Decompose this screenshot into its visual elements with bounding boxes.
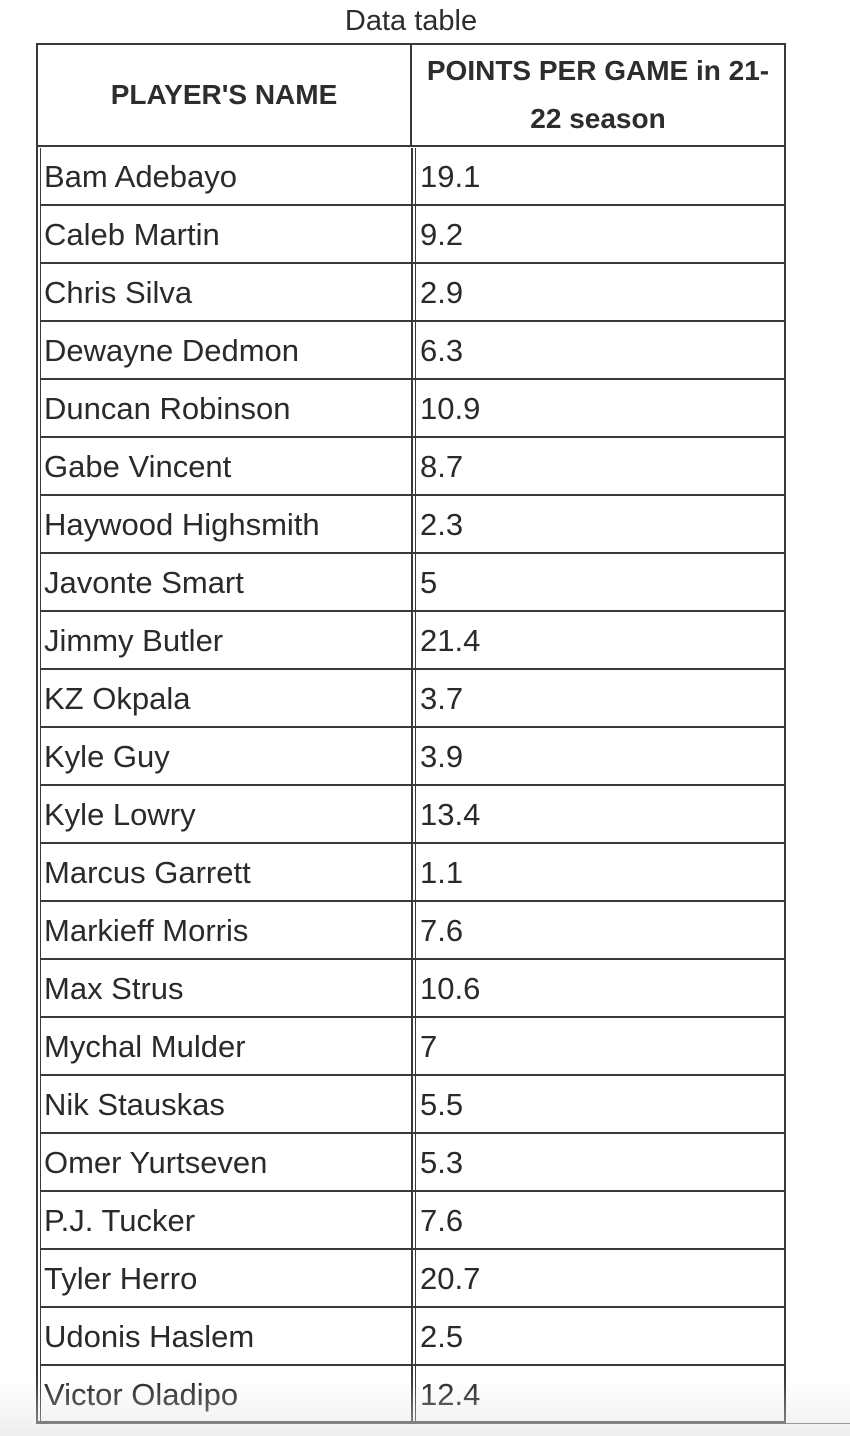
points-per-game-cell: 8.7 — [415, 438, 783, 494]
points-per-game-cell: 10.6 — [415, 960, 783, 1016]
table-row: Haywood Highsmith 2.3 — [40, 496, 784, 554]
table-row: Nik Stauskas 5.5 — [40, 1076, 784, 1134]
table-row: Duncan Robinson 10.9 — [40, 380, 784, 438]
table-body: Bam Adebayo 19.1 Caleb Martin 9.2 Chris Silv… — [40, 148, 784, 1424]
player-name-cell: Javonte Smart — [41, 554, 413, 610]
player-name-cell: Gabe Vincent — [41, 438, 413, 494]
player-name-cell: Kyle Lowry — [41, 786, 413, 842]
player-name-cell: Markieff Morris — [41, 902, 413, 958]
points-per-game-cell: 5.5 — [415, 1076, 783, 1132]
points-per-game-cell: 19.1 — [415, 148, 783, 204]
table-row: Tyler Herro 20.7 — [40, 1250, 784, 1308]
column-header-player-name: PLAYER'S NAME — [38, 45, 412, 145]
data-table: PLAYER'S NAME POINTS PER GAME in 21-22 s… — [36, 43, 786, 1424]
points-per-game-cell: 5.3 — [415, 1134, 783, 1190]
table-row: P.J. Tucker 7.6 — [40, 1192, 784, 1250]
player-name-cell: Bam Adebayo — [41, 148, 413, 204]
points-per-game-cell: 9.2 — [415, 206, 783, 262]
player-name-cell: KZ Okpala — [41, 670, 413, 726]
table-row: Bam Adebayo 19.1 — [40, 148, 784, 206]
player-name-cell: Nik Stauskas — [41, 1076, 413, 1132]
points-per-game-cell: 2.3 — [415, 496, 783, 552]
points-per-game-cell: 2.9 — [415, 264, 783, 320]
table-row: Javonte Smart 5 — [40, 554, 784, 612]
points-per-game-cell: 13.4 — [415, 786, 783, 842]
player-name-cell: Haywood Highsmith — [41, 496, 413, 552]
player-name-cell: Chris Silva — [41, 264, 413, 320]
table-row: Marcus Garrett 1.1 — [40, 844, 784, 902]
table-caption: Data table — [344, 5, 478, 37]
player-name-cell: Tyler Herro — [41, 1250, 413, 1306]
points-per-game-cell: 10.9 — [415, 380, 783, 436]
points-per-game-cell: 1.1 — [415, 844, 783, 900]
player-name-cell: Mychal Mulder — [41, 1018, 413, 1074]
points-per-game-cell: 3.9 — [415, 728, 783, 784]
points-per-game-cell: 12.4 — [415, 1366, 783, 1422]
player-name-cell: P.J. Tucker — [41, 1192, 413, 1248]
points-per-game-cell: 7.6 — [415, 902, 783, 958]
player-name-cell: Udonis Haslem — [41, 1308, 413, 1364]
table-header-row: PLAYER'S NAME POINTS PER GAME in 21-22 s… — [38, 45, 784, 147]
table-row: Gabe Vincent 8.7 — [40, 438, 784, 496]
player-name-cell: Dewayne Dedmon — [41, 322, 413, 378]
table-row: Dewayne Dedmon 6.3 — [40, 322, 784, 380]
table-row: Victor Oladipo 12.4 — [40, 1366, 784, 1424]
player-name-cell: Kyle Guy — [41, 728, 413, 784]
table-row: Mychal Mulder 7 — [40, 1018, 784, 1076]
points-per-game-cell: 7 — [415, 1018, 783, 1074]
column-header-points-per-game: POINTS PER GAME in 21-22 season — [426, 55, 770, 134]
table-row: Caleb Martin 9.2 — [40, 206, 784, 264]
player-name-cell: Max Strus — [41, 960, 413, 1016]
player-name-cell: Jimmy Butler — [41, 612, 413, 668]
player-name-cell: Omer Yurtseven — [41, 1134, 413, 1190]
points-per-game-cell: 2.5 — [415, 1308, 783, 1364]
player-name-cell: Caleb Martin — [41, 206, 413, 262]
points-per-game-cell: 5 — [415, 554, 783, 610]
player-name-cell: Marcus Garrett — [41, 844, 413, 900]
player-name-cell: Duncan Robinson — [41, 380, 413, 436]
player-name-cell: Victor Oladipo — [41, 1366, 413, 1422]
bottom-divider — [786, 1423, 850, 1424]
table-row: KZ Okpala 3.7 — [40, 670, 784, 728]
points-per-game-cell: 3.7 — [415, 670, 783, 726]
table-row: Kyle Guy 3.9 — [40, 728, 784, 786]
points-per-game-cell: 21.4 — [415, 612, 783, 668]
table-row: Max Strus 10.6 — [40, 960, 784, 1018]
points-per-game-cell: 20.7 — [415, 1250, 783, 1306]
table-row: Markieff Morris 7.6 — [40, 902, 784, 960]
table-row: Omer Yurtseven 5.3 — [40, 1134, 784, 1192]
table-row: Udonis Haslem 2.5 — [40, 1308, 784, 1366]
table-row: Kyle Lowry 13.4 — [40, 786, 784, 844]
points-per-game-cell: 6.3 — [415, 322, 783, 378]
points-per-game-cell: 7.6 — [415, 1192, 783, 1248]
table-row: Jimmy Butler 21.4 — [40, 612, 784, 670]
table-row: Chris Silva 2.9 — [40, 264, 784, 322]
